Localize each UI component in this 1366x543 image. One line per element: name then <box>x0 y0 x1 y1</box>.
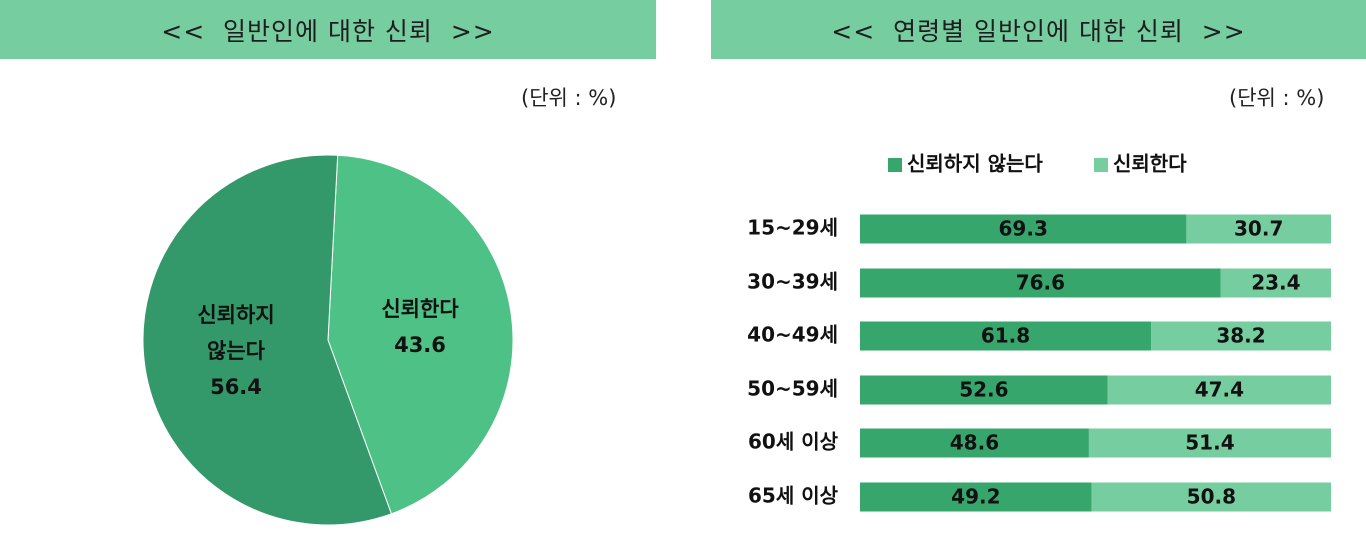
pie-label-not-trust-line-1: 않는다 <box>207 339 266 363</box>
legend-swatch-1 <box>1094 158 1108 172</box>
bar-segment-2-0 <box>860 321 1152 351</box>
bar-category-label-0: 15~29세 <box>747 216 838 240</box>
bar-segment-5-1 <box>1091 482 1331 512</box>
bar-category-label-3: 50~59세 <box>747 377 838 401</box>
bar-unit-label: (단위 : %) <box>1229 86 1325 110</box>
bar-value-label-4-1: 51.4 <box>1185 431 1234 455</box>
pie-label-trust-line-0: 신뢰한다 <box>381 297 459 321</box>
bar-segment-0-0 <box>860 214 1187 244</box>
bar-category-label-5: 65세 이상 <box>748 484 839 508</box>
bar-segment-2-1 <box>1151 321 1331 351</box>
bar-value-label-3-0: 52.6 <box>959 378 1008 402</box>
pie-label-trust-line-1: 43.6 <box>394 333 446 357</box>
bar-category-label-1: 30~39세 <box>747 270 838 294</box>
pie-slice-trust <box>327 154 514 515</box>
bar-value-label-0-0: 69.3 <box>999 217 1048 241</box>
bar-segment-5-0 <box>860 482 1092 512</box>
bar-value-label-1-0: 76.6 <box>1016 271 1065 295</box>
bar-segment-0-1 <box>1186 214 1331 244</box>
bar-category-label-4: 60세 이상 <box>748 430 839 454</box>
bar-segment-3-0 <box>860 375 1108 405</box>
bar-value-label-3-1: 47.4 <box>1195 378 1244 402</box>
pie-unit-label: (단위 : %) <box>521 86 617 110</box>
bar-value-label-0-1: 30.7 <box>1234 217 1283 241</box>
bar-segment-4-1 <box>1088 428 1331 458</box>
bar-value-label-4-0: 48.6 <box>950 431 999 455</box>
bar-category-label-2: 40~49세 <box>747 323 838 347</box>
pie-title-banner: << 일반인에 대한 신뢰 >> <box>0 0 656 59</box>
pie-label-not-trust-line-0: 신뢰하지 <box>197 303 274 327</box>
pie-label-not-trust-line-2: 56.4 <box>210 375 262 399</box>
legend-label-1: 신뢰한다 <box>1113 152 1187 176</box>
bar-value-label-2-1: 38.2 <box>1216 324 1265 348</box>
bar-title-banner: << 연령별 일반인에 대한 신뢰 >> <box>711 0 1366 59</box>
bar-value-label-5-0: 49.2 <box>951 485 1000 509</box>
pie-slice-not-trust <box>142 154 393 526</box>
bar-value-label-1-1: 23.4 <box>1251 271 1300 295</box>
legend-swatch-0 <box>888 158 902 172</box>
legend-label-0: 신뢰하지 않는다 <box>907 152 1043 176</box>
bar-segment-1-1 <box>1220 268 1331 298</box>
bar-value-label-5-1: 50.8 <box>1187 485 1236 509</box>
bar-value-label-2-0: 61.8 <box>981 324 1030 348</box>
bar-segment-1-0 <box>860 268 1221 298</box>
bar-segment-4-0 <box>860 428 1089 458</box>
bar-segment-3-1 <box>1107 375 1331 405</box>
